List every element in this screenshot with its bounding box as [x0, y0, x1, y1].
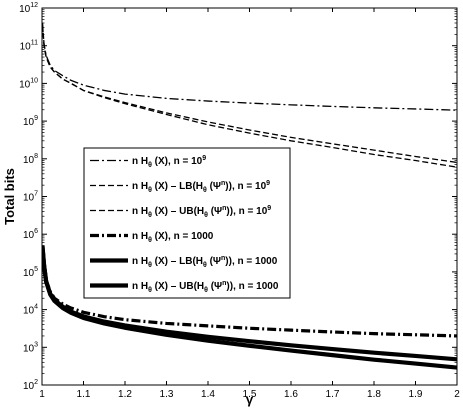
series-layer [42, 22, 457, 370]
legend-label: n Hθ (X) – LB(Hθ (Ψn)), n = 109 [132, 180, 270, 194]
legend-label: n Hθ (X) – LB(Hθ (Ψn)), n = 1000 [132, 255, 278, 269]
series-line-4 [42, 245, 457, 338]
x-tick-label: 1.6 [284, 389, 298, 400]
legend-label: n Hθ (X), n = 109 [132, 155, 206, 169]
x-axis-title: γ [246, 392, 254, 407]
x-tick-label: 1.5 [243, 389, 257, 400]
x-tick-label: 1.9 [409, 389, 423, 400]
legend-label: n Hθ (X) – UB(Hθ (Ψn)), n = 1000 [132, 280, 279, 294]
series-line-1 [42, 22, 457, 111]
x-tick-label: 1.4 [201, 389, 215, 400]
series-line-3 [42, 23, 457, 164]
x-tick-label: 2 [454, 389, 460, 400]
y-tick-label: 1012 [19, 2, 38, 15]
y-tick-label: 107 [23, 191, 38, 204]
series-line-6 [42, 245, 457, 362]
y-tick-label: 102 [23, 379, 38, 392]
legend: n Hθ (X), n = 109 n Hθ (X) – LB(Hθ (Ψn)),… [83, 147, 291, 299]
x-tick-label: 1.1 [77, 389, 91, 400]
y-tick-label: 103 [23, 341, 38, 354]
y-axis-title: Total bits [2, 168, 17, 225]
y-tick-label: 106 [23, 228, 38, 241]
y-tick-label: 104 [23, 304, 38, 317]
y-tick-label: 1011 [20, 40, 38, 53]
x-tick-label: 1.3 [160, 389, 174, 400]
y-tick-label: 1010 [19, 77, 38, 90]
x-tick-label: 1.8 [367, 389, 381, 400]
legend-box [83, 147, 291, 299]
y-tick-label: 109 [23, 115, 38, 128]
y-tick-label: 108 [23, 153, 38, 166]
y-tick-label: 105 [23, 266, 38, 279]
x-tick-label: 1.7 [326, 389, 340, 400]
legend-label: n Hθ (X) – UB(Hθ (Ψn)), n = 109 [132, 205, 271, 219]
series-line-2 [42, 23, 457, 168]
x-tick-label: 1 [39, 389, 45, 400]
y-axis: 102 103 104 105 106 107 108 109 1010 1011 1012 [19, 2, 457, 392]
x-axis: 1 1.1 1.2 1.3 1.4 1.5 1.6 1.7 1.8 1.9 2 [39, 8, 460, 400]
x-tick-label: 1.2 [118, 389, 132, 400]
legend-label: n Hθ (X), n = 1000 [132, 231, 214, 244]
